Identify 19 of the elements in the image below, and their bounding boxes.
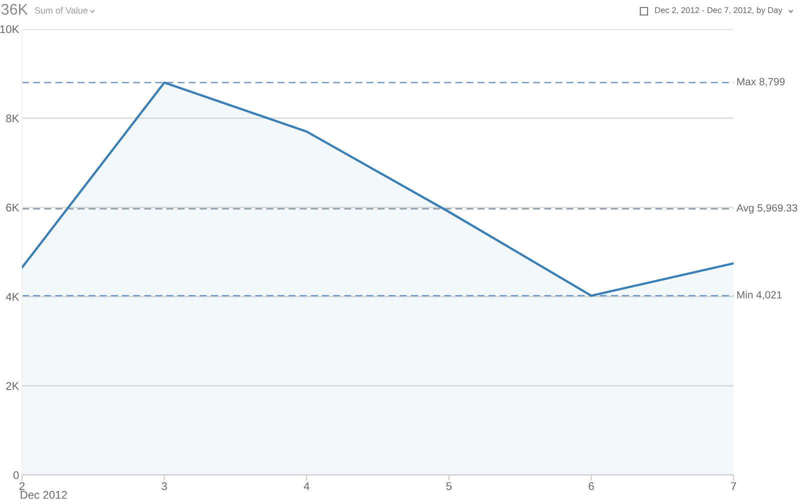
- x-axis-title: Dec 2012: [20, 490, 67, 499]
- ref-line-label: Avg 5,969.33: [736, 204, 798, 214]
- chart-subtitle: Sum of Value: [34, 7, 88, 14]
- x-tick-label: 7: [731, 482, 736, 490]
- chart-title: 36K: [1, 4, 28, 15]
- x-tick-label: 4: [304, 482, 310, 490]
- x-tick-label: 3: [162, 482, 167, 490]
- y-tick-label: 6K: [6, 204, 20, 212]
- x-tick-label: 6: [588, 482, 594, 490]
- y-tick-label: 4K: [6, 292, 20, 301]
- y-tick-label: 2K: [6, 382, 20, 390]
- y-tick-label: 8K: [6, 114, 20, 122]
- text: Dec 2, 2012 - Dec 7, 2012, by Day: [655, 7, 782, 15]
- y-tick-label: 0: [13, 471, 19, 480]
- x-tick-label: 5: [446, 482, 452, 490]
- ref-line-label: Max 8,799: [737, 78, 785, 87]
- y-tick-label: 10K: [0, 25, 20, 34]
- ref-line-label: Min 4,021: [737, 290, 782, 300]
- x-tick-label: 2: [19, 482, 25, 490]
